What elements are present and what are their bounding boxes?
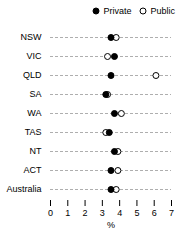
svg-text:3: 3 xyxy=(100,208,105,218)
svg-text:VIC: VIC xyxy=(26,51,42,61)
svg-text:Australia: Australia xyxy=(6,184,41,194)
svg-text:NT: NT xyxy=(30,146,42,156)
svg-text:NSW: NSW xyxy=(21,32,43,42)
html-text:Private: Private xyxy=(103,5,132,16)
svg-text:2: 2 xyxy=(83,208,88,218)
svg-text:TAS: TAS xyxy=(25,127,42,137)
svg-text:ACT: ACT xyxy=(24,165,43,175)
svg-text:1: 1 xyxy=(65,208,70,218)
svg-text:7: 7 xyxy=(169,208,174,218)
svg-text:%: % xyxy=(107,220,115,230)
svg-text:WA: WA xyxy=(27,108,41,118)
svg-text:QLD: QLD xyxy=(23,70,42,80)
svg-text:SA: SA xyxy=(29,89,41,99)
svg-text:5: 5 xyxy=(134,208,139,218)
html-text:Public: Public xyxy=(150,5,175,16)
svg-text:0: 0 xyxy=(48,208,53,218)
svg-text:4: 4 xyxy=(117,208,122,218)
svg-text:6: 6 xyxy=(152,208,157,218)
